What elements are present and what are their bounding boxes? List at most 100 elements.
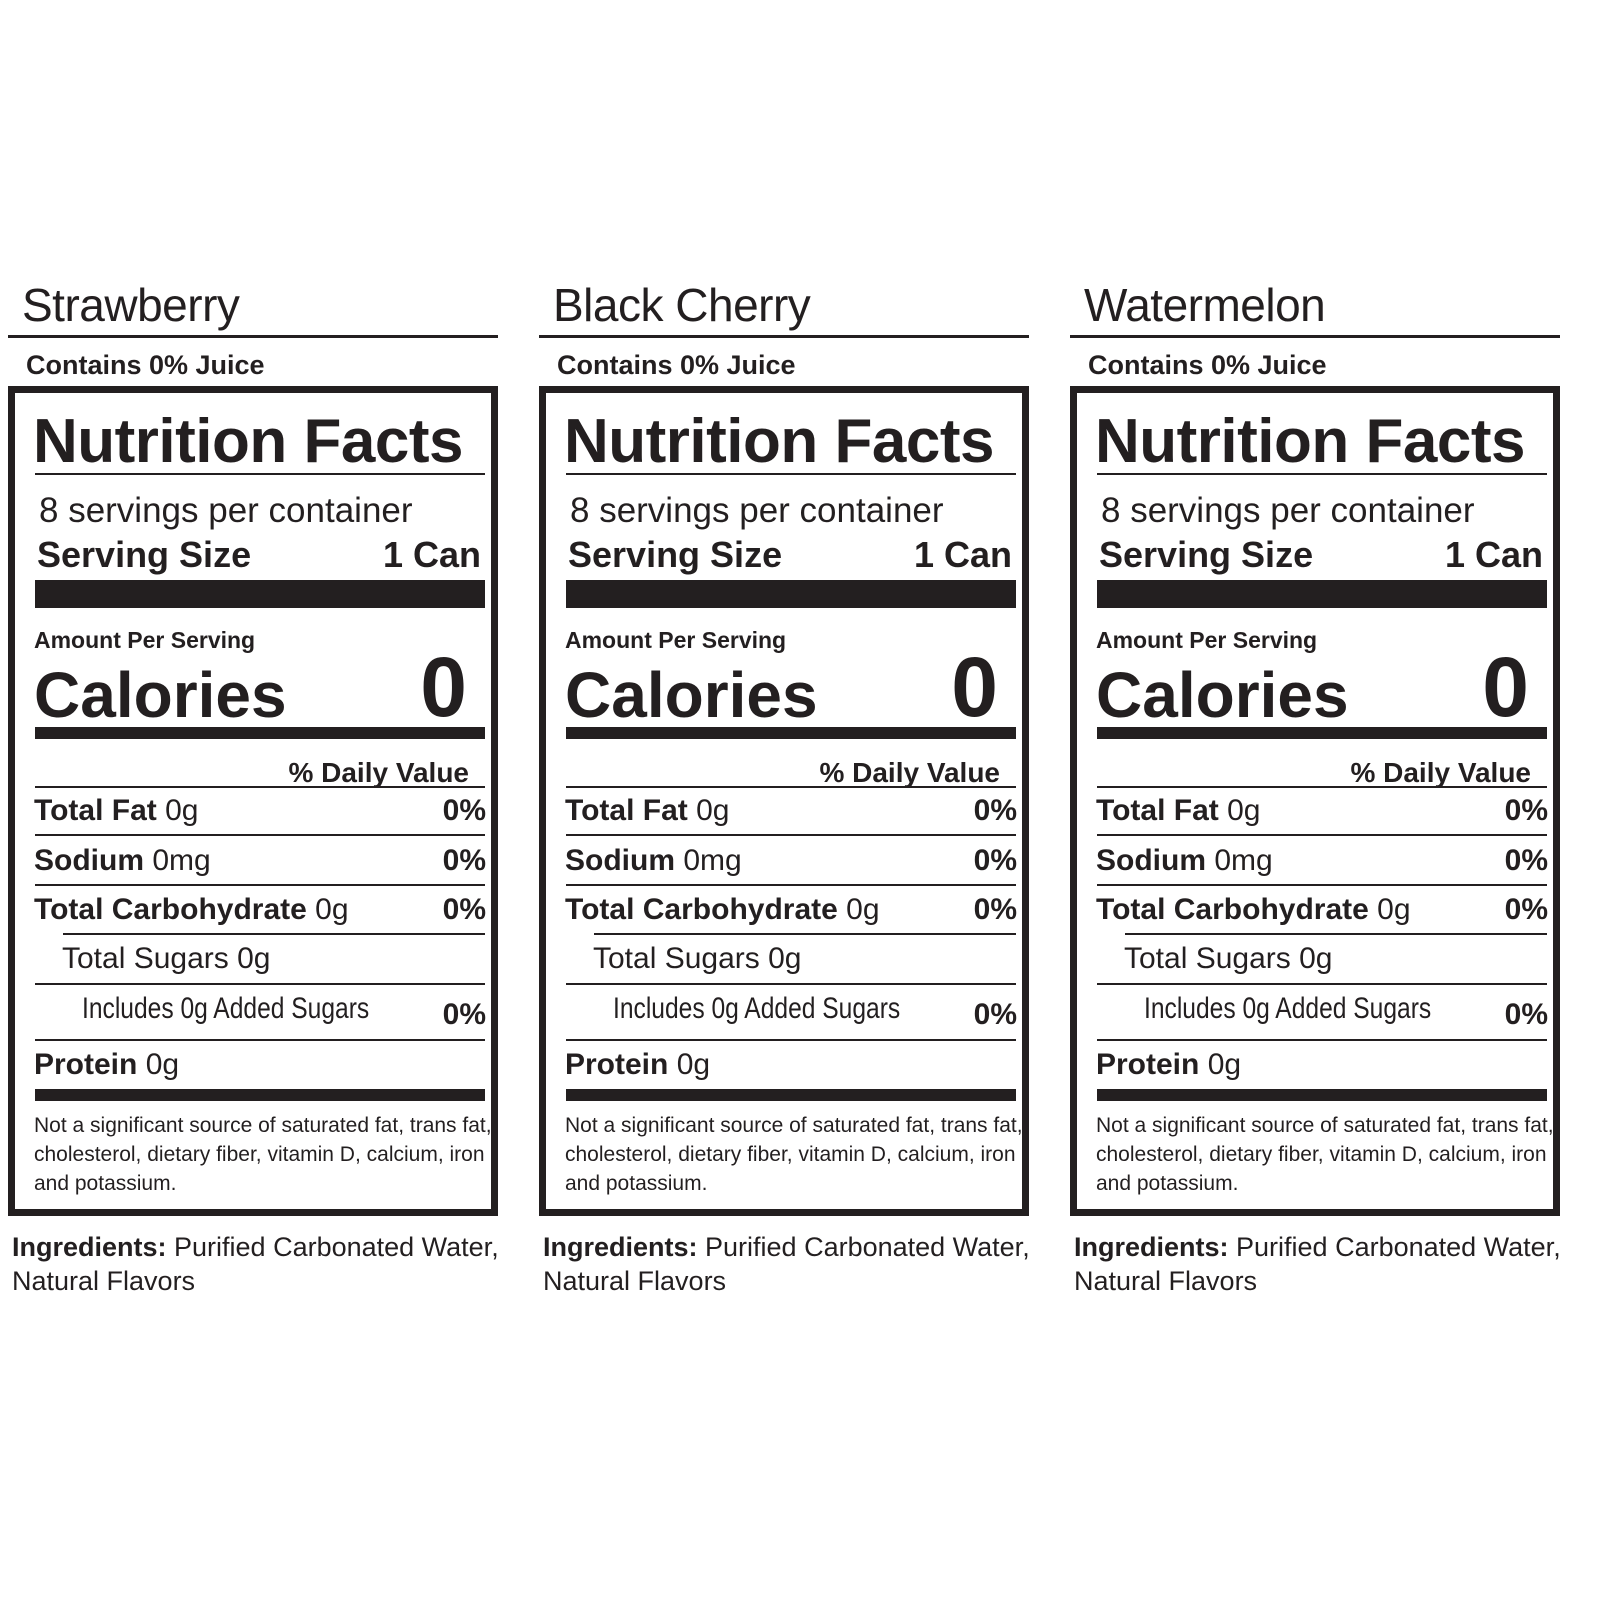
nutrient-daily-value: 0%	[1504, 844, 1548, 877]
divider	[35, 786, 485, 788]
nutrient-daily-value: 0%	[442, 844, 486, 877]
nutrient-name: Total Carbohydrate	[565, 893, 838, 926]
serving-size-value: 1 Can	[1444, 534, 1543, 575]
nutrient-name: Total Fat	[34, 794, 157, 827]
nutrient-name: Protein	[565, 1048, 669, 1081]
amount-per-serving: Amount Per Serving	[565, 627, 787, 653]
calories-value: 0	[420, 640, 467, 734]
ingredients: Ingredients: Purified Carbonated Water, …	[543, 1230, 1033, 1298]
serving-size-label: Serving Size	[1099, 534, 1314, 575]
divider	[1070, 335, 1560, 338]
divider	[1097, 834, 1547, 836]
nutrient-name: Protein	[1096, 1048, 1200, 1081]
footnote: Not a significant source of saturated fa…	[1096, 1114, 1554, 1195]
flavor-name: Black Cherry	[553, 279, 811, 331]
nutrient-amount: 0mg	[1206, 844, 1273, 877]
serving-size: Serving Size 1 Can	[37, 537, 481, 573]
nutrition-facts-box: Nutrition Facts 8 servings per container…	[539, 386, 1029, 1216]
nutrient-daily-value: 0%	[1504, 794, 1548, 827]
divider	[35, 884, 485, 886]
calories-label: Calories	[1096, 659, 1349, 731]
nutrient-row: Total Sugars 0g	[1096, 944, 1548, 974]
nutrition-facts-box: Nutrition Facts 8 servings per container…	[1070, 386, 1560, 1216]
flavor-name: Watermelon	[1084, 279, 1326, 331]
nutrient-daily-value: 0%	[973, 794, 1017, 827]
footnote: Not a significant source of saturated fa…	[34, 1114, 492, 1195]
nutrition-facts-title: Nutrition Facts	[564, 407, 994, 476]
thick-divider	[566, 580, 1016, 608]
daily-value-header: % Daily Value	[1350, 757, 1531, 788]
divider	[35, 1039, 485, 1041]
nutrition-panel: Strawberry Contains 0% Juice Nutrition F…	[8, 0, 500, 1600]
daily-value-header: % Daily Value	[819, 757, 1000, 788]
nutrition-panel: Watermelon Contains 0% Juice Nutrition F…	[1070, 0, 1562, 1600]
nutrient-amount: 0g	[1218, 794, 1261, 827]
nutrient-row: Total Carbohydrate 0g 0%	[1096, 895, 1548, 925]
divider	[1097, 786, 1547, 788]
divider	[566, 1039, 1016, 1041]
flavor-name: Strawberry	[22, 279, 240, 331]
servings-per-container: 8 servings per container	[39, 491, 413, 530]
nutrition-facts-title: Nutrition Facts	[33, 407, 463, 476]
amount-per-serving: Amount Per Serving	[34, 627, 256, 653]
nutrient-row: Total Fat 0g 0%	[1096, 796, 1548, 826]
divider	[566, 884, 1016, 886]
nutrition-panel: Black Cherry Contains 0% Juice Nutrition…	[539, 0, 1031, 1600]
nutrient-amount: 0g	[837, 893, 880, 926]
thick-divider	[35, 1089, 485, 1101]
nutrient-daily-value: 0%	[442, 794, 486, 827]
ingredients-text: Purified Carbonated Water, Natural Flavo…	[543, 1232, 1030, 1296]
servings-per-container: 8 servings per container	[1101, 491, 1475, 530]
nutrient-row: Protein 0g	[1096, 1050, 1548, 1080]
amount-per-serving: Amount Per Serving	[1096, 627, 1318, 653]
daily-value-header: % Daily Value	[288, 757, 469, 788]
nutrition-facts-title: Nutrition Facts	[1095, 407, 1525, 476]
nutrient-daily-value: 0%	[1504, 893, 1548, 926]
nutrient-amount: 0g	[156, 794, 199, 827]
serving-size-value: 1 Can	[913, 534, 1012, 575]
nutrient-name: Total Fat	[1096, 794, 1219, 827]
divider	[566, 983, 1016, 985]
nutrient-daily-value: 0%	[1504, 998, 1548, 1031]
nutrient-amount: 0g	[137, 1048, 180, 1081]
calories-value: 0	[1482, 640, 1529, 734]
ingredients-text: Purified Carbonated Water, Natural Flavo…	[12, 1232, 499, 1296]
ingredients: Ingredients: Purified Carbonated Water, …	[12, 1230, 502, 1298]
ingredients-label: Ingredients:	[543, 1232, 698, 1262]
nutrient-name: Protein	[34, 1048, 138, 1081]
nutrient-amount: Total Sugars 0g	[62, 942, 271, 975]
divider	[1097, 1039, 1547, 1041]
nutrient-row: Total Sugars 0g	[34, 944, 486, 974]
nutrient-row: Protein 0g	[34, 1050, 486, 1080]
thick-divider	[566, 1089, 1016, 1101]
nutrient-row: Total Sugars 0g	[565, 944, 1017, 974]
nutrient-daily-value: 0%	[442, 998, 486, 1031]
nutrient-amount: 0g	[306, 893, 349, 926]
serving-size: Serving Size 1 Can	[568, 537, 1012, 573]
thick-divider	[566, 727, 1016, 739]
nutrient-row: Includes 0g Added Sugars 0%	[1096, 994, 1548, 1030]
divider	[594, 933, 1016, 935]
divider	[1097, 884, 1547, 886]
serving-size-value: 1 Can	[382, 534, 481, 575]
nutrient-daily-value: 0%	[442, 893, 486, 926]
nutrient-name: Sodium	[34, 844, 144, 877]
nutrient-row: Sodium 0mg 0%	[34, 846, 486, 876]
nutrient-row: Sodium 0mg 0%	[1096, 846, 1548, 876]
divider	[539, 335, 1029, 338]
serving-size: Serving Size 1 Can	[1099, 537, 1543, 573]
divider	[35, 473, 485, 475]
nutrient-amount: 0g	[1368, 893, 1411, 926]
juice-content: Contains 0% Juice	[557, 350, 796, 380]
nutrient-name: Total Carbohydrate	[34, 893, 307, 926]
divider	[1125, 933, 1547, 935]
nutrient-amount: 0mg	[675, 844, 742, 877]
divider	[35, 983, 485, 985]
nutrient-daily-value: 0%	[973, 998, 1017, 1031]
calories-value: 0	[951, 640, 998, 734]
servings-per-container: 8 servings per container	[570, 491, 944, 530]
nutrient-amount: 0g	[668, 1048, 711, 1081]
calories-label: Calories	[34, 659, 287, 731]
ingredients-label: Ingredients:	[1074, 1232, 1229, 1262]
nutrient-row: Includes 0g Added Sugars 0%	[34, 994, 486, 1030]
